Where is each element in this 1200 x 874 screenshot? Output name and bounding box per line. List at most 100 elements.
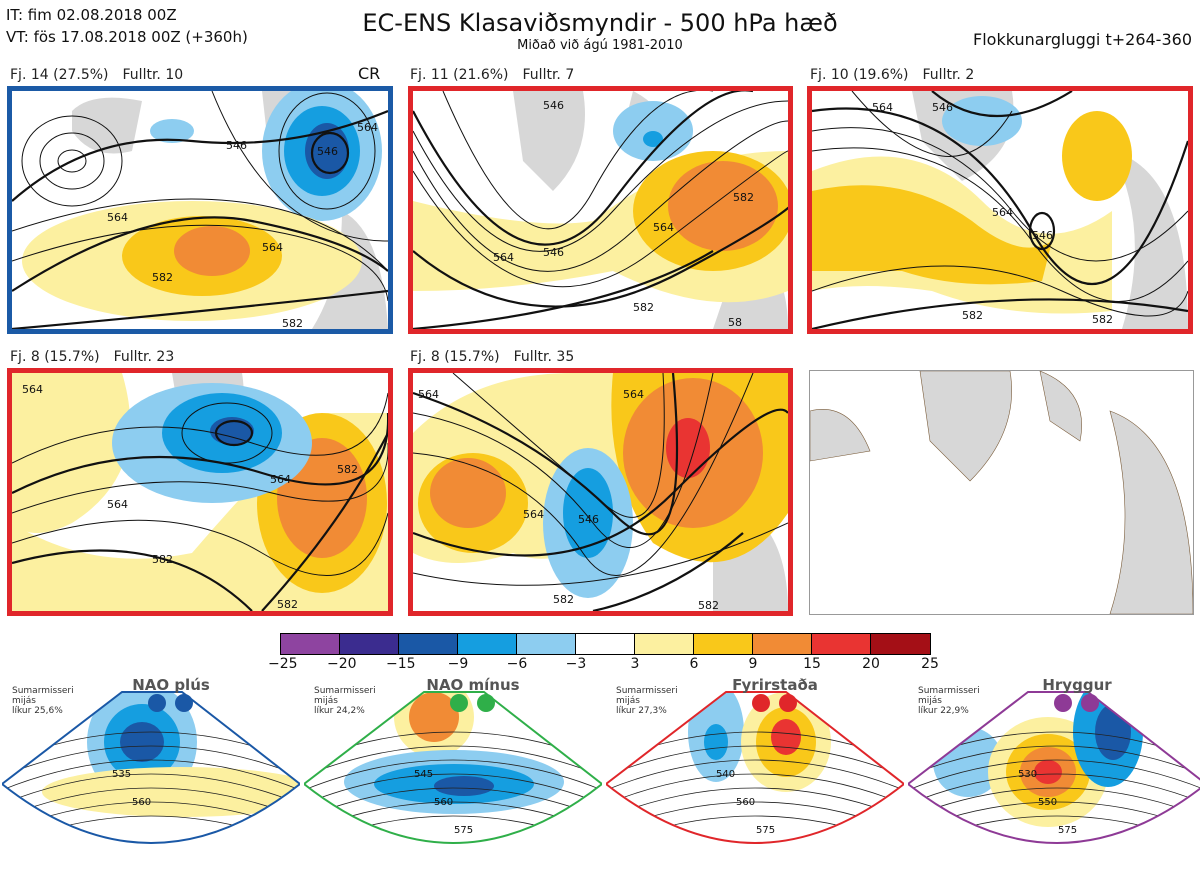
regime-contour (304, 759, 602, 791)
contour-label: 582 (337, 463, 358, 476)
contour-label: 546 (932, 101, 953, 114)
regime-note: Sumarmisseri mijás líkur 24,2% (314, 686, 376, 716)
panel-5-fulltr: Fulltr. 35 (513, 349, 575, 365)
contour-label: 564 (992, 206, 1013, 219)
regime-fan-map: 540 560 575 (604, 691, 906, 844)
colorbar-tick-label: −25 (268, 656, 298, 672)
regime-contour-label: 545 (414, 769, 433, 780)
regime-dot-icon (779, 694, 797, 712)
colorbar-swatch (635, 634, 694, 654)
anomaly-negative (643, 131, 663, 147)
regime-note-likelihood: líkur 22,9% (918, 706, 969, 716)
colorbar-tick-label: 15 (803, 656, 821, 672)
regime-note-method: mijás (918, 696, 942, 706)
panel-3-fulltr: Fulltr. 2 (922, 67, 975, 83)
contour-label: 564 (262, 241, 283, 254)
page-subtitle: Miðað við ágú 1981-2010 (517, 38, 683, 53)
contour-label: 564 (22, 383, 43, 396)
colorbar-swatch (399, 634, 458, 654)
regime-contour (908, 759, 1200, 791)
cluster-map-3: 546 564 546 564 582 582 (807, 86, 1193, 334)
colorbar-tick-label: −20 (327, 656, 357, 672)
panel-1-tag: CR (358, 64, 381, 83)
anomaly-colorbar (280, 633, 931, 655)
regime-dot-icon (175, 694, 193, 712)
contour-label: 564 (523, 508, 544, 521)
colorbar-swatch (753, 634, 812, 654)
contour-label: 58 (728, 316, 742, 329)
contour-label: 546 (1032, 229, 1053, 242)
colorbar-swatch (576, 634, 635, 654)
regime-anomaly (434, 776, 494, 796)
panel-5-label: Fj. 8 (15.7%) Fulltr. 35 (410, 349, 588, 365)
regime-note: Sumarmisseri mijás líkur 27,3% (616, 686, 678, 716)
regime-contour (606, 773, 904, 805)
panel-4-label: Fj. 8 (15.7%) Fulltr. 23 (10, 349, 188, 365)
regime-contour (606, 745, 904, 777)
contour-label: 582 (152, 553, 173, 566)
colorbar-tick-label: 20 (862, 656, 880, 672)
regime-fan-map: 530 550 575 (906, 691, 1200, 844)
contour-label: 582 (733, 191, 754, 204)
cluster-map-1: 546 564 564 582 582 546 564 (7, 86, 393, 334)
contour-label: 546 (317, 145, 338, 158)
anomaly-positive (12, 373, 131, 533)
regime-contour (606, 787, 904, 819)
contour-label: 546 (578, 513, 599, 526)
regime-anomaly (1034, 760, 1062, 784)
regime-contour (304, 773, 602, 805)
valid-time: VT: fös 17.08.2018 00Z (+360h) (6, 28, 248, 46)
regime-dot-icon (450, 694, 468, 712)
cluster-window: Flokkunargluggi t+264-360 (973, 30, 1192, 49)
colorbar-tick-label: 3 (630, 656, 640, 672)
cluster-map-4: 564 564 582 564 582 582 (7, 368, 393, 616)
regime-contour-label: 575 (1058, 825, 1077, 836)
base-map-empty (809, 370, 1194, 615)
regime-contour (606, 759, 904, 791)
regime-contour (304, 815, 602, 843)
contour-label: 582 (962, 309, 983, 322)
regime-contour (2, 815, 300, 843)
colorbar-tick-label: −15 (386, 656, 416, 672)
contour-label: 564 (270, 473, 291, 486)
regime-contour-label: 560 (132, 797, 151, 808)
regime-fan-outline (604, 691, 906, 844)
panel-5-fj: Fj. 8 (15.7%) (410, 349, 500, 365)
cluster-map-2: 546 564 546 564 582 582 58 (408, 86, 793, 334)
regime-fan-map: 535 560 (0, 691, 302, 844)
regime-contour-label: 535 (112, 769, 131, 780)
anomaly-positive (174, 226, 250, 276)
panel-2-label: Fj. 11 (21.6%) Fulltr. 7 (410, 67, 588, 83)
page-title: EC-ENS Klasaviðsmyndir - 500 hPa hæð (362, 9, 838, 37)
contour-label: 582 (282, 317, 303, 329)
panel-4-fulltr: Fulltr. 23 (113, 349, 175, 365)
colorbar-swatch (281, 634, 340, 654)
regime-contour (908, 745, 1200, 777)
regime-note-season: Sumarmisseri (314, 686, 376, 696)
contour-label: 564 (872, 101, 893, 114)
land-shape-icon (810, 371, 1193, 614)
cluster-map-5: 564 564 546 582 582 564 (408, 368, 793, 616)
regime-note-season: Sumarmisseri (616, 686, 678, 696)
anomaly-positive (430, 458, 506, 528)
panel-1-fulltr: Fulltr. 10 (122, 67, 184, 83)
contour-label: 582 (152, 271, 173, 284)
regime-contour (2, 773, 300, 805)
regime-anomaly (409, 692, 459, 742)
anomaly-negative (150, 119, 194, 143)
contour-label: 582 (698, 599, 719, 611)
contour-label: 546 (543, 246, 564, 259)
regime-contour (304, 745, 602, 777)
regime-contour (2, 787, 300, 819)
regime-panel: 545 560 575 NAO mínus Sumarmisseri mijás líkur… (302, 672, 604, 870)
regime-note-likelihood: líkur 24,2% (314, 706, 365, 716)
colorbar-tick-label: 6 (689, 656, 699, 672)
contour-label: 564 (107, 498, 128, 511)
anomaly-positive (1062, 111, 1132, 201)
colorbar-tick-label: −6 (506, 656, 528, 672)
contour-label: 564 (418, 388, 439, 401)
panel-1-label: Fj. 14 (27.5%) Fulltr. 10 (10, 67, 197, 83)
colorbar-swatch (517, 634, 576, 654)
regime-panel: 540 560 575 Fyrirstaða Sumarmisseri mijás líku… (604, 672, 906, 870)
anomaly-positive (668, 161, 778, 251)
